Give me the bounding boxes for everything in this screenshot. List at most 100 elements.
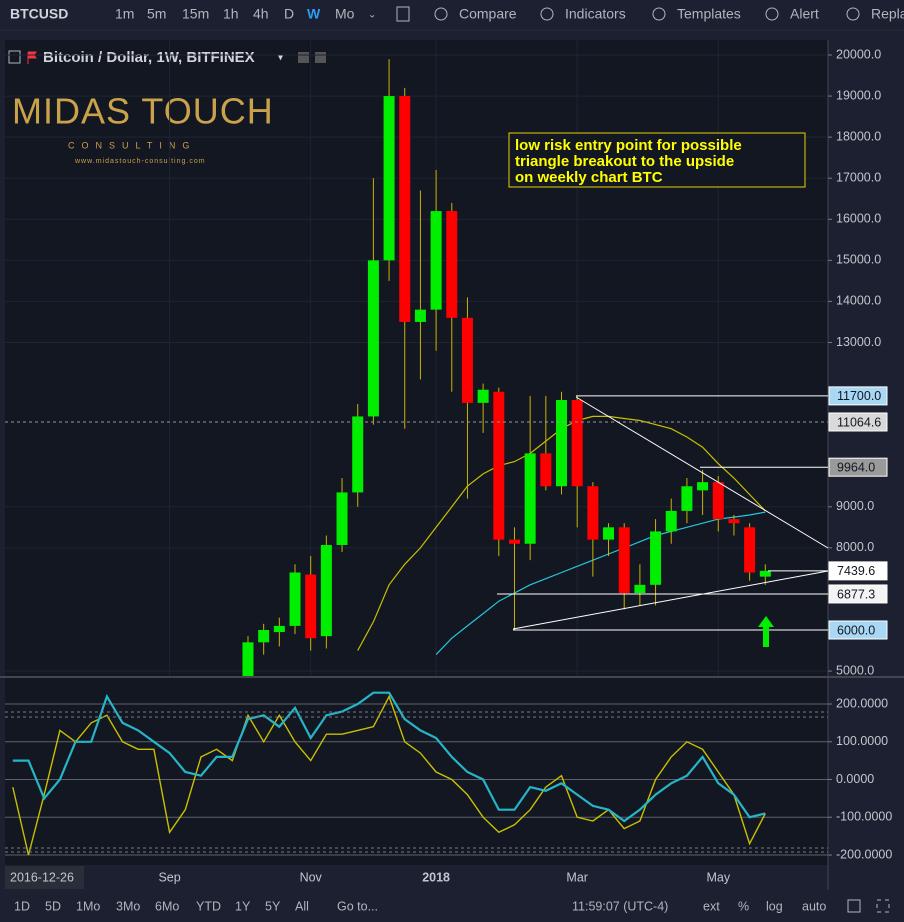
toolbar-button[interactable]: Repla [871, 6, 904, 22]
y-tick-label: 20000.0 [836, 47, 881, 61]
toolbar-button[interactable]: Templates [677, 6, 741, 22]
range-button[interactable]: YTD [196, 899, 221, 913]
interval-button[interactable]: 4h [253, 6, 269, 22]
y-tick-label: 9000.0 [836, 499, 874, 513]
candle-body [712, 482, 724, 520]
y-tick-label: 8000.0 [836, 540, 874, 554]
bottom-toolbar [0, 891, 904, 922]
range-button[interactable]: All [295, 899, 309, 913]
y-tick-label: 13000.0 [836, 335, 881, 349]
candle-body [383, 96, 395, 261]
range-button[interactable]: 1Y [235, 899, 251, 913]
toolbar: BTCUSD 1m 5m 15m 1h 4h D W Mo ⌄ Compare Indicators T… [10, 6, 904, 22]
candle-body [414, 309, 426, 322]
axes: 20000.0 19000.0 18000.0 17000.0 16000.0 15000… [158, 47, 892, 884]
y-tick-label: -100.0000 [836, 810, 892, 824]
button-icon [434, 7, 448, 21]
candle-body [273, 625, 285, 633]
price-label: 9964.0 [837, 460, 875, 474]
candle-body [352, 416, 364, 493]
candle-body [477, 389, 489, 403]
x-tick-label: Mar [566, 870, 588, 884]
y-tick-label: 5000.0 [836, 663, 874, 677]
candle-body [650, 531, 662, 585]
range-button[interactable]: 5D [45, 899, 61, 913]
x-tick-label: Sep [158, 870, 180, 884]
annotation-text: on weekly chart BTC [515, 169, 663, 186]
button-icon [652, 7, 666, 21]
dropdown[interactable]: ▾ [278, 53, 283, 64]
button-icon [765, 7, 779, 21]
clock: 11:59:07 (UTC-4) [572, 899, 668, 913]
candle-body [242, 642, 254, 676]
logo-name: MIDAS TOUCH [12, 91, 274, 132]
option-button[interactable]: log [766, 899, 783, 913]
y-tick-label: 100.0000 [836, 734, 888, 748]
candle-body [289, 572, 301, 626]
y-tick-label: 18000.0 [836, 129, 881, 143]
candle-body [493, 391, 505, 540]
price-label-box [828, 412, 888, 432]
interval-button[interactable]: D [284, 6, 294, 22]
candle-body [744, 527, 756, 573]
candle-body [367, 260, 379, 417]
price-label-box [828, 561, 888, 581]
price-label-box [828, 386, 888, 406]
candle-body [524, 453, 536, 544]
x-tick-label: 2018 [422, 870, 450, 884]
interval-button[interactable]: Mo [335, 6, 355, 22]
range-button[interactable]: 1Mo [76, 899, 100, 913]
interval-button[interactable]: 15m [182, 6, 209, 22]
trendline [575, 396, 829, 549]
oscillator-pane [5, 691, 828, 856]
icon[interactable] [298, 52, 309, 63]
range-button[interactable]: 5Y [265, 899, 281, 913]
annotation-text: triangle breakout to the upside [515, 153, 734, 170]
candle-body [336, 492, 348, 545]
interval-button[interactable]: 1m [115, 6, 134, 22]
toolbar-button[interactable]: Indicators [565, 6, 626, 22]
option-button[interactable]: auto [802, 899, 826, 913]
toolbar-button[interactable]: Alert [790, 6, 819, 22]
candle-body [618, 527, 630, 594]
price-label: 11700.0 [837, 389, 881, 403]
bottom-toolbar-items: 1D 5D 1Mo 3Mo 6Mo YTD 1Y 5Y All Go to... 11:59:07 … [14, 899, 890, 913]
trendline [512, 570, 829, 630]
chart-title: Bitcoin / Dollar, 1W, BITFINEX [43, 49, 255, 66]
option-button[interactable]: % [738, 899, 749, 913]
candle-body [697, 482, 709, 491]
range-button[interactable]: 1D [14, 899, 30, 913]
y-tick-label: 0.0000 [836, 772, 874, 786]
candle-body [665, 510, 677, 532]
goto-button[interactable]: Go to... [337, 899, 378, 913]
dropdown[interactable]: ⌄ [368, 10, 376, 21]
candle-body [603, 527, 615, 540]
candle-body [430, 211, 442, 310]
fullscreen-icon[interactable] [876, 899, 890, 913]
candle-body [587, 486, 599, 540]
price-label: 6000.0 [837, 623, 875, 637]
candle-body [556, 399, 568, 487]
range-button[interactable]: 3Mo [116, 899, 140, 913]
price-label-box [828, 457, 888, 477]
range-button[interactable]: 6Mo [155, 899, 179, 913]
price-label-box [828, 620, 888, 640]
y-tick-label: 14000.0 [836, 294, 881, 308]
toolbar-button[interactable]: Compare [459, 6, 517, 22]
icon[interactable] [315, 52, 326, 63]
button-icon [846, 7, 860, 21]
chart-type-icon[interactable] [396, 6, 410, 22]
legend-toggle[interactable] [8, 50, 21, 64]
interval-button[interactable]: 1h [223, 6, 239, 22]
logo-url: www.midastouch-consulting.com [74, 158, 206, 165]
interval-button[interactable]: 5m [147, 6, 166, 22]
y-tick-label: 15000.0 [836, 253, 881, 267]
interval-button[interactable]: W [307, 6, 321, 22]
symbol[interactable]: BTCUSD [10, 6, 68, 22]
arrow [758, 616, 774, 647]
date-label: 2016-12-26 [10, 870, 74, 884]
y-tick-label: 17000.0 [836, 171, 881, 185]
option-button[interactable]: ext [703, 899, 720, 913]
settings-icon[interactable] [847, 899, 861, 913]
